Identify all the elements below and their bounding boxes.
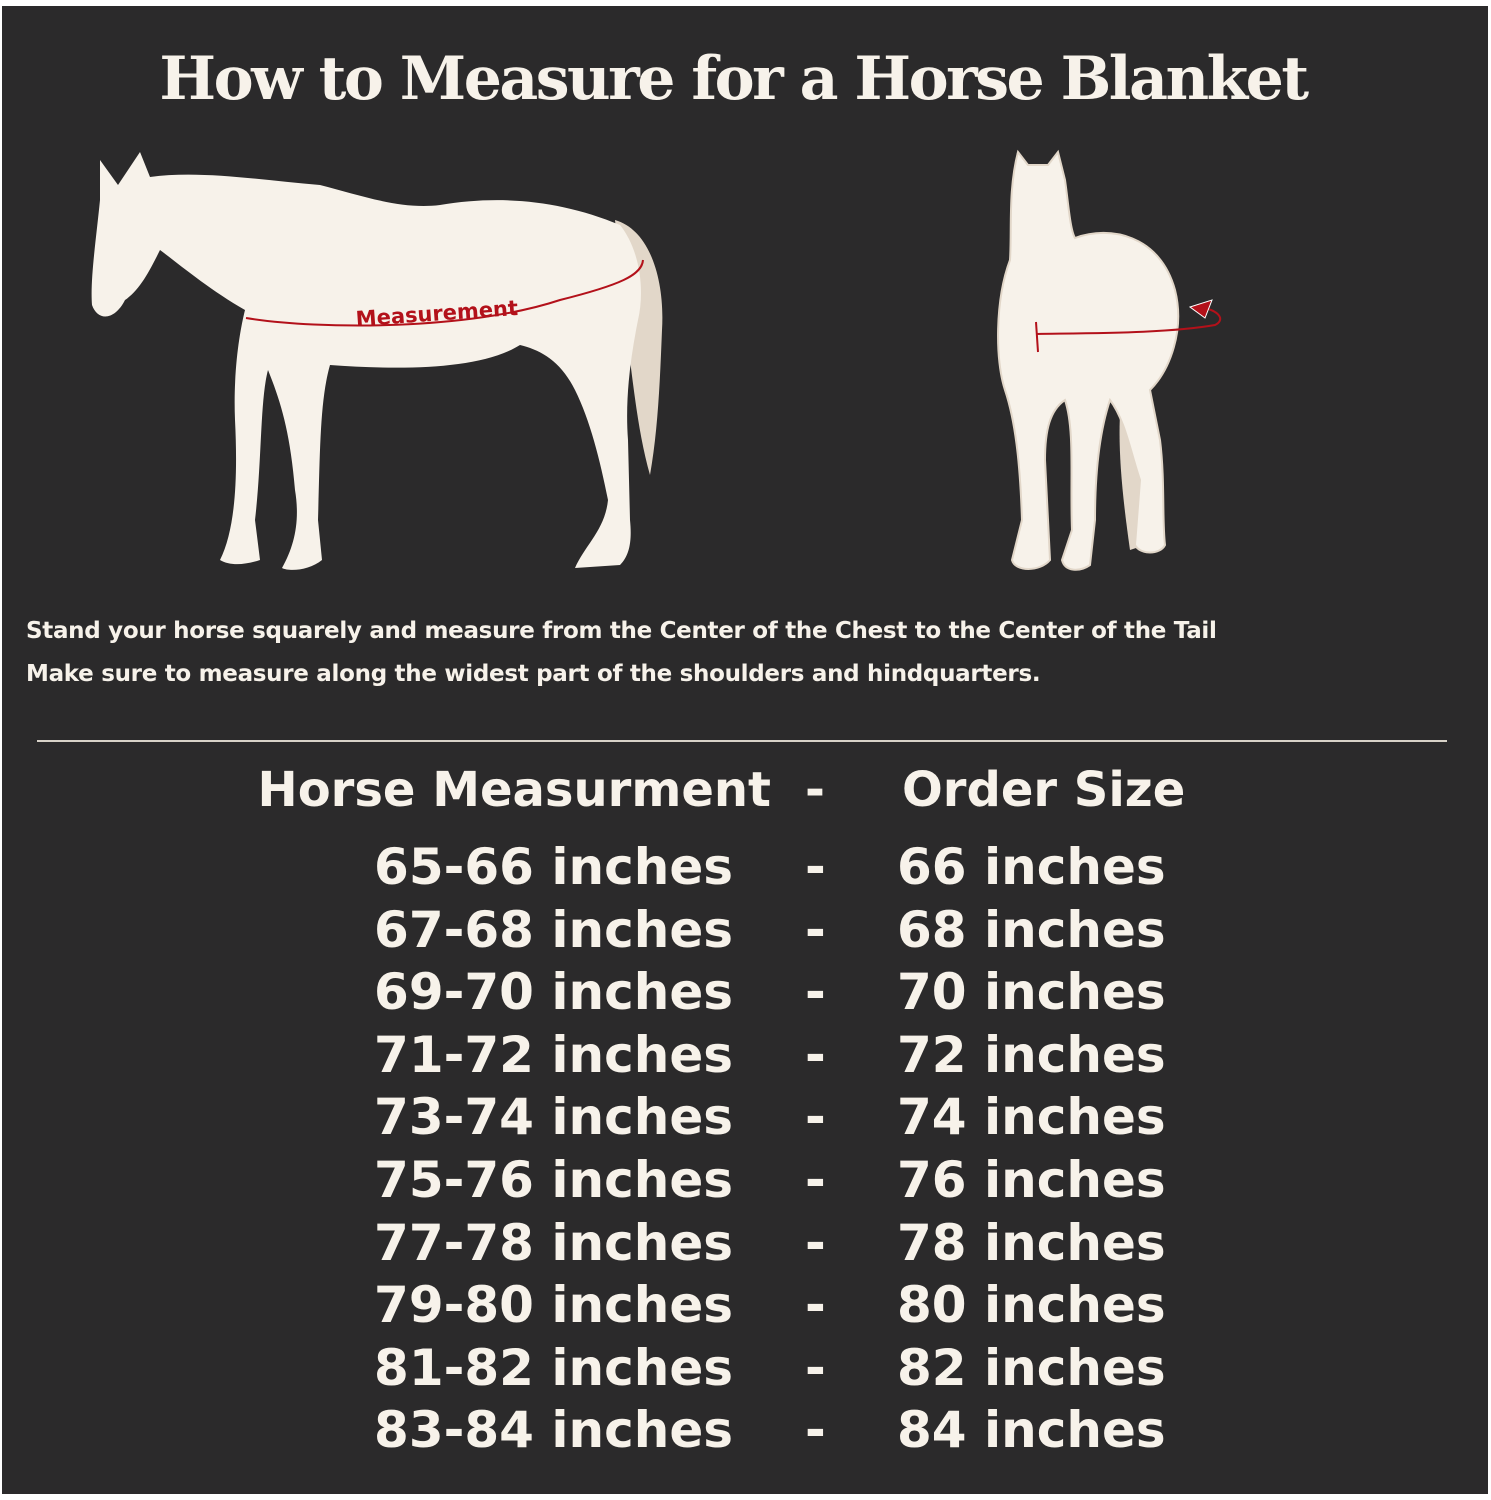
horse-side-view-illustration: Measurement	[91, 152, 663, 570]
separator-cell: -	[805, 1213, 826, 1272]
separator-cell: -	[805, 1338, 826, 1397]
horse-side-body	[91, 152, 641, 570]
separator-cell: -	[805, 1025, 826, 1084]
separator-cell: -	[805, 838, 826, 896]
instruction-line-2: Make sure to measure along the widest pa…	[26, 661, 1041, 687]
horse-front-body	[997, 149, 1180, 571]
size-table-header: Horse Measurment - Order Size	[0, 762, 1491, 824]
front-measurement-line	[1035, 307, 1222, 353]
size-table-row: 81-82 inches - 82 inches	[0, 1339, 1491, 1401]
order-size-cell: 72 inches	[897, 1025, 1166, 1084]
size-table-row: 75-76 inches - 76 inches	[0, 1151, 1491, 1213]
horse-measurement-cell: 83-84 inches	[374, 1401, 733, 1460]
horse-measurement-cell: 81-82 inches	[374, 1338, 733, 1397]
header-order-size: Order Size	[902, 762, 1186, 818]
separator-cell: -	[805, 900, 826, 959]
size-table-row: 73-74 inches - 74 inches	[0, 1088, 1491, 1150]
order-size-cell: 84 inches	[897, 1401, 1166, 1460]
order-size-cell: 82 inches	[897, 1338, 1166, 1397]
separator-cell: -	[805, 1276, 826, 1335]
size-table-row: 69-70 inches - 70 inches	[0, 963, 1491, 1025]
horse-measurement-cell: 77-78 inches	[374, 1213, 733, 1272]
header-horse-measurement: Horse Measurment	[257, 762, 771, 818]
horse-measurement-cell: 67-68 inches	[374, 900, 733, 959]
order-size-cell: 80 inches	[897, 1276, 1166, 1335]
horse-front-view-illustration	[997, 149, 1222, 571]
page-title: How to Measure for a Horse Blanket	[159, 44, 1309, 114]
section-divider	[37, 740, 1447, 742]
size-table-row: 67-68 inches - 68 inches	[0, 901, 1491, 963]
horse-measurement-cell: 79-80 inches	[374, 1276, 733, 1335]
separator-cell: -	[805, 1088, 826, 1147]
size-table-row: 77-78 inches - 78 inches	[0, 1214, 1491, 1276]
order-size-cell: 66 inches	[897, 838, 1166, 896]
instruction-line-1: Stand your horse squarely and measure fr…	[26, 618, 1217, 644]
order-size-cell: 74 inches	[897, 1088, 1166, 1147]
horse-measurement-cell: 73-74 inches	[374, 1088, 733, 1147]
order-size-cell: 70 inches	[897, 963, 1166, 1022]
order-size-cell: 76 inches	[897, 1151, 1166, 1209]
separator-cell: -	[805, 1151, 826, 1209]
size-table-row: 79-80 inches - 80 inches	[0, 1276, 1491, 1338]
size-table-row: 83-84 inches - 84 inches	[0, 1401, 1491, 1463]
order-size-cell: 78 inches	[897, 1213, 1166, 1272]
order-size-cell: 68 inches	[897, 900, 1166, 959]
size-table-row: 71-72 inches - 72 inches	[0, 1026, 1491, 1088]
header-separator: -	[805, 762, 825, 818]
horse-measurement-cell: 75-76 inches	[374, 1151, 733, 1209]
size-table-row: 65-66 inches - 66 inches	[0, 838, 1491, 900]
horse-measurement-cell: 69-70 inches	[374, 963, 733, 1022]
measurement-line	[245, 259, 644, 327]
separator-cell: -	[805, 1401, 826, 1460]
separator-cell: -	[805, 963, 826, 1022]
horse-measurement-cell: 65-66 inches	[374, 838, 733, 896]
horse-measurement-cell: 71-72 inches	[374, 1025, 733, 1084]
arrow-head-icon	[1188, 299, 1213, 319]
